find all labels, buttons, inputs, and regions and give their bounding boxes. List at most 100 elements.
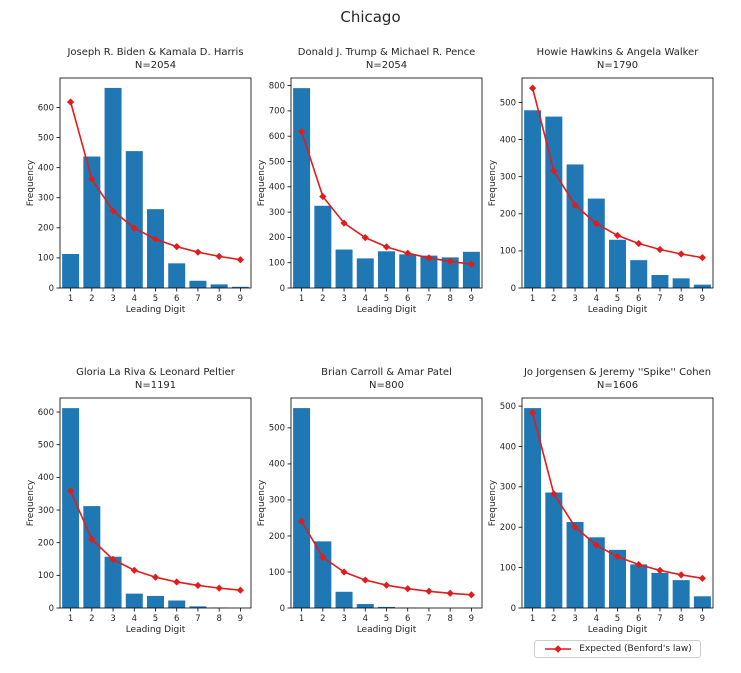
expected-marker	[677, 250, 685, 258]
bar	[231, 286, 249, 288]
expected-marker	[467, 591, 475, 599]
y-tick-label: 200	[269, 233, 285, 243]
x-tick-label: 3	[110, 614, 115, 624]
candidate-names: Howie Hawkins & Angela Walker	[536, 47, 699, 58]
y-tick-label: 400	[38, 163, 54, 173]
bar	[693, 596, 711, 608]
sample-size: N=2054	[134, 60, 177, 71]
x-tick-label: 6	[405, 294, 410, 304]
y-tick-label: 100	[500, 563, 516, 573]
x-tick-label: 2	[89, 294, 94, 304]
x-tick-label: 2	[320, 614, 325, 624]
y-tick-label: 400	[269, 183, 285, 193]
subplot-trump-pence: Donald J. Trump & Michael R. Pence N=205…	[255, 46, 486, 318]
expected-marker	[194, 248, 202, 256]
expected-marker	[446, 589, 454, 597]
y-axis-label: Frequency	[488, 479, 498, 526]
expected-marker	[425, 254, 433, 262]
bar	[587, 198, 605, 288]
subplot-canvas: 0 100 200 300 400 500 600 1 2 3 4 5 6 7 8 9 Frequency Lea…	[26, 397, 252, 635]
bar	[651, 572, 669, 608]
bar	[462, 251, 480, 288]
x-tick-label: 6	[174, 294, 179, 304]
bar	[147, 209, 164, 288]
y-tick-label: 0	[49, 284, 54, 294]
expected-marker	[698, 254, 706, 262]
expected-line-icon	[545, 645, 572, 653]
candidate-names: Donald J. Trump & Michael R. Pence	[297, 47, 476, 58]
y-tick-label: 500	[500, 98, 516, 108]
bar	[62, 254, 80, 288]
y-tick-label: 0	[280, 604, 285, 614]
x-tick-label: 8	[447, 614, 452, 624]
y-axis-label: Frequency	[257, 479, 267, 526]
y-tick-label: 400	[38, 473, 54, 483]
subplot-title: Jo Jorgensen & Jeremy ''Spike'' Cohen N=…	[486, 366, 717, 392]
sample-size: N=1191	[134, 380, 177, 391]
subplot-canvas: 0 100 200 300 400 500 600 700 800 1 2 3 4 5 6 7 8 9 Freque…	[257, 77, 483, 315]
bar	[335, 249, 353, 288]
y-tick-label: 0	[280, 284, 285, 294]
y-tick-label: 500	[269, 157, 285, 167]
subplot-title: Joseph R. Biden & Kamala D. Harris N=205…	[24, 46, 255, 72]
expected-marker	[382, 243, 391, 251]
bar	[62, 408, 80, 608]
subplot-canvas: 0 100 200 300 400 500 1 2 3 4 5 6 7 8 9 Frequency Leadin…	[488, 397, 714, 635]
expected-marker	[656, 245, 664, 254]
y-tick-label: 600	[38, 408, 54, 418]
x-tick-label: 7	[426, 294, 431, 304]
y-tick-label: 0	[511, 604, 516, 614]
bar	[399, 254, 417, 288]
expected-marker	[404, 585, 412, 593]
y-tick-label: 100	[500, 247, 516, 257]
expected-marker	[529, 84, 537, 92]
bar	[630, 564, 648, 608]
expected-marker	[194, 581, 202, 590]
expected-marker	[361, 576, 369, 584]
x-tick-label: 3	[341, 614, 346, 624]
bar	[630, 260, 648, 288]
bar	[83, 506, 101, 608]
x-axis-label: Leading Digit	[357, 305, 417, 315]
y-axis-label: Frequency	[26, 159, 36, 206]
bar	[587, 537, 605, 608]
y-tick-label: 800	[269, 81, 285, 91]
x-tick-label: 7	[657, 614, 662, 624]
expected-marker	[635, 239, 643, 248]
bar	[293, 408, 311, 608]
y-tick-label: 700	[269, 107, 285, 117]
y-tick-label: 300	[269, 208, 285, 218]
x-tick-label: 1	[299, 614, 304, 624]
expected-marker	[592, 220, 600, 228]
y-tick-label: 300	[38, 506, 54, 516]
subplot-jorgensen-cohen: Jo Jorgensen & Jeremy ''Spike'' Cohen N=…	[486, 366, 717, 658]
bar	[672, 580, 690, 608]
y-tick-label: 100	[38, 571, 54, 581]
expected-marker	[67, 98, 75, 106]
expected-marker	[698, 574, 706, 582]
sample-size: N=800	[369, 380, 404, 391]
bar	[545, 492, 563, 608]
x-tick-label: 7	[195, 294, 200, 304]
expected-marker	[404, 249, 412, 257]
y-tick-label: 600	[269, 132, 285, 142]
x-tick-label: 2	[89, 614, 94, 624]
bar	[125, 151, 143, 288]
expected-marker	[677, 571, 685, 579]
y-tick-label: 100	[269, 568, 285, 578]
subplot-carroll-patel: Brian Carroll & Amar Patel N=800 0 100 200…	[255, 366, 486, 658]
bar	[125, 593, 143, 608]
x-tick-label: 2	[551, 294, 556, 304]
x-tick-label: 1	[68, 294, 73, 304]
y-tick-label: 600	[38, 103, 54, 113]
y-tick-label: 300	[500, 172, 516, 182]
expected-marker	[173, 243, 181, 251]
bar	[524, 110, 542, 289]
bar	[335, 591, 353, 608]
expected-marker	[151, 235, 160, 243]
expected-marker	[656, 566, 664, 575]
x-tick-label: 5	[615, 614, 620, 624]
bar	[524, 408, 542, 608]
candidate-names: Gloria La Riva & Leonard Peltier	[76, 367, 235, 378]
x-tick-label: 1	[299, 294, 304, 304]
